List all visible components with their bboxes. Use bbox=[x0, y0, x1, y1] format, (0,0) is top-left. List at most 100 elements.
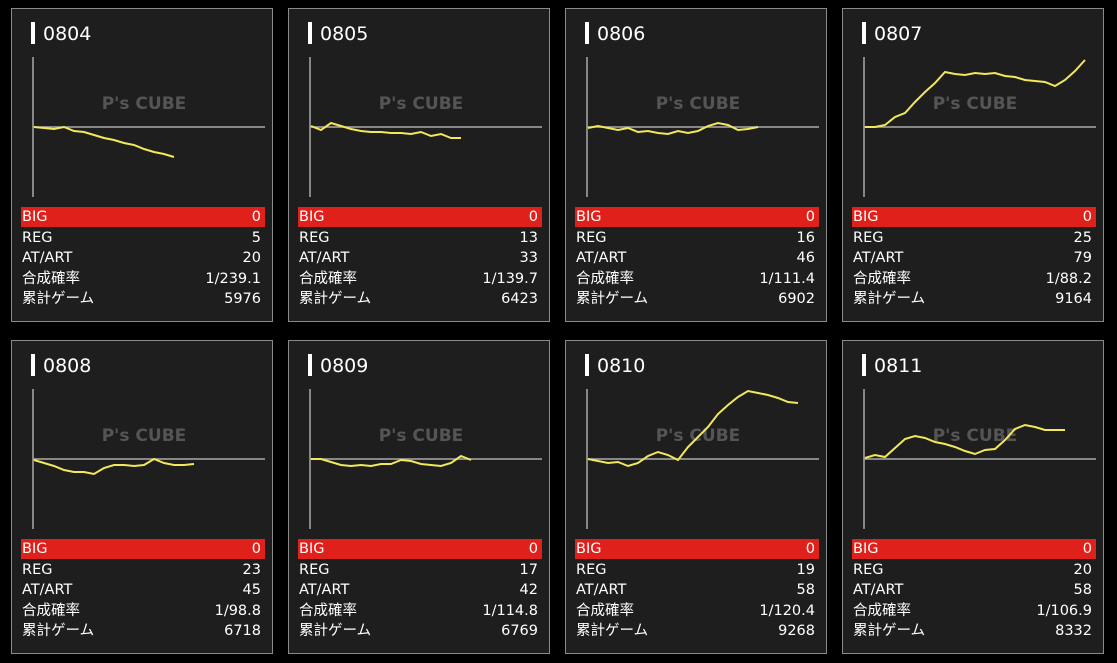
panel-title: 0811 bbox=[874, 355, 923, 377]
stat-label: REG bbox=[22, 229, 53, 246]
stat-row: BIG 0 bbox=[852, 207, 1096, 227]
stat-value: 1/120.4 bbox=[759, 602, 815, 619]
title-marker bbox=[862, 22, 866, 44]
stat-label: 合成確率 bbox=[853, 270, 911, 287]
stat-value: 0 bbox=[251, 209, 261, 225]
stat-row: REG 25 bbox=[852, 228, 1096, 248]
stat-row: 合成確率 1/106.9 bbox=[852, 601, 1096, 621]
watermark: P's CUBE bbox=[656, 94, 741, 114]
stat-label: REG bbox=[853, 561, 884, 578]
stat-value: 25 bbox=[1073, 229, 1092, 246]
watermark: P's CUBE bbox=[102, 94, 187, 114]
stat-value: 17 bbox=[519, 561, 538, 578]
title-marker bbox=[31, 354, 35, 376]
graph: P's CUBE bbox=[32, 389, 265, 529]
data-panel: 0806 P's CUBE BIG 0 REG 16 AT/ART 46 合成確率 1/111.4… bbox=[565, 8, 827, 322]
stat-value: 5976 bbox=[224, 291, 261, 307]
data-panel: 0811 P's CUBE BIG 0 REG 20 AT/ART 58 合成確率 1/106.9… bbox=[842, 340, 1104, 654]
graph: P's CUBE bbox=[863, 389, 1096, 529]
stat-row: REG 17 bbox=[298, 560, 542, 580]
graph: P's CUBE bbox=[32, 57, 265, 197]
stat-row: REG 16 bbox=[575, 228, 819, 248]
stat-value: 1/106.9 bbox=[1036, 602, 1092, 619]
stat-label: BIG bbox=[853, 541, 879, 557]
stat-row: REG 5 bbox=[21, 228, 265, 248]
graph: P's CUBE bbox=[586, 57, 819, 197]
title-marker bbox=[31, 22, 35, 44]
stat-value: 23 bbox=[242, 561, 261, 578]
stat-row: 合成確率 1/111.4 bbox=[575, 269, 819, 289]
watermark: P's CUBE bbox=[379, 94, 464, 114]
stat-row: REG 23 bbox=[21, 560, 265, 580]
stat-label: 累計ゲーム bbox=[299, 291, 372, 307]
stat-value: 0 bbox=[528, 541, 538, 557]
watermark: P's CUBE bbox=[933, 426, 1018, 446]
stat-label: 累計ゲーム bbox=[576, 623, 649, 639]
title-marker bbox=[585, 22, 589, 44]
stat-label: REG bbox=[576, 229, 607, 246]
stat-row: AT/ART 42 bbox=[298, 580, 542, 600]
stat-row: 累計ゲーム 6902 bbox=[575, 289, 819, 309]
watermark: P's CUBE bbox=[102, 426, 187, 446]
stat-row: AT/ART 20 bbox=[21, 248, 265, 268]
stat-value: 0 bbox=[528, 209, 538, 225]
stat-value: 1/111.4 bbox=[759, 270, 815, 287]
stat-row: AT/ART 45 bbox=[21, 580, 265, 600]
graph: P's CUBE bbox=[309, 57, 542, 197]
stat-label: 合成確率 bbox=[22, 602, 80, 619]
stat-row: 合成確率 1/139.7 bbox=[298, 269, 542, 289]
stat-label: AT/ART bbox=[299, 582, 350, 598]
title-marker bbox=[862, 354, 866, 376]
stat-label: AT/ART bbox=[299, 250, 350, 266]
diff-line bbox=[33, 125, 175, 158]
stat-value: 6769 bbox=[501, 623, 538, 639]
stat-label: 合成確率 bbox=[299, 270, 357, 287]
title-marker bbox=[308, 354, 312, 376]
stat-value: 5 bbox=[251, 229, 261, 246]
stat-row: 累計ゲーム 6423 bbox=[298, 289, 542, 309]
data-panel: 0804 P's CUBE BIG 0 REG 5 AT/ART 20 合成確率 1/239.1 累… bbox=[11, 8, 273, 322]
stat-label: 累計ゲーム bbox=[22, 623, 95, 639]
stat-row: AT/ART 58 bbox=[852, 580, 1096, 600]
stat-row: AT/ART 79 bbox=[852, 248, 1096, 268]
stat-row: 累計ゲーム 6769 bbox=[298, 621, 542, 641]
stat-value: 42 bbox=[519, 582, 538, 598]
diff-line bbox=[587, 389, 799, 468]
stat-row: 合成確率 1/98.8 bbox=[21, 601, 265, 621]
data-panel: 0807 P's CUBE BIG 0 REG 25 AT/ART 79 合成確率 1/88.2 累… bbox=[842, 8, 1104, 322]
graph: P's CUBE bbox=[309, 389, 542, 529]
stat-value: 1/139.7 bbox=[482, 270, 538, 287]
stat-value: 8332 bbox=[1055, 623, 1092, 639]
stat-label: REG bbox=[576, 561, 607, 578]
graph: P's CUBE bbox=[863, 57, 1096, 197]
stat-label: BIG bbox=[853, 209, 879, 225]
stat-label: REG bbox=[853, 229, 884, 246]
stat-row: BIG 0 bbox=[575, 207, 819, 227]
panel-title: 0806 bbox=[597, 23, 646, 45]
stat-row: BIG 0 bbox=[852, 539, 1096, 559]
stat-label: 累計ゲーム bbox=[853, 291, 926, 307]
panel-title: 0804 bbox=[43, 23, 92, 45]
stat-value: 1/239.1 bbox=[205, 270, 261, 287]
stat-label: 累計ゲーム bbox=[299, 623, 372, 639]
data-panel: 0805 P's CUBE BIG 0 REG 13 AT/ART 33 合成確率 1/139.7… bbox=[288, 8, 550, 322]
stat-label: 累計ゲーム bbox=[576, 291, 649, 307]
stat-label: AT/ART bbox=[576, 582, 627, 598]
stat-label: REG bbox=[22, 561, 53, 578]
stat-label: 合成確率 bbox=[576, 602, 634, 619]
stat-row: BIG 0 bbox=[298, 539, 542, 559]
stat-row: REG 13 bbox=[298, 228, 542, 248]
stat-label: 合成確率 bbox=[576, 270, 634, 287]
stat-row: BIG 0 bbox=[575, 539, 819, 559]
stat-value: 45 bbox=[242, 582, 261, 598]
stat-value: 16 bbox=[796, 229, 815, 246]
stat-value: 20 bbox=[242, 250, 261, 266]
stat-value: 9268 bbox=[778, 623, 815, 639]
stat-label: REG bbox=[299, 229, 330, 246]
panel-title: 0805 bbox=[320, 23, 369, 45]
panel-title: 0810 bbox=[597, 355, 646, 377]
diff-line bbox=[865, 59, 1086, 128]
stat-label: AT/ART bbox=[22, 582, 73, 598]
stat-label: AT/ART bbox=[22, 250, 73, 266]
stat-value: 6423 bbox=[501, 291, 538, 307]
